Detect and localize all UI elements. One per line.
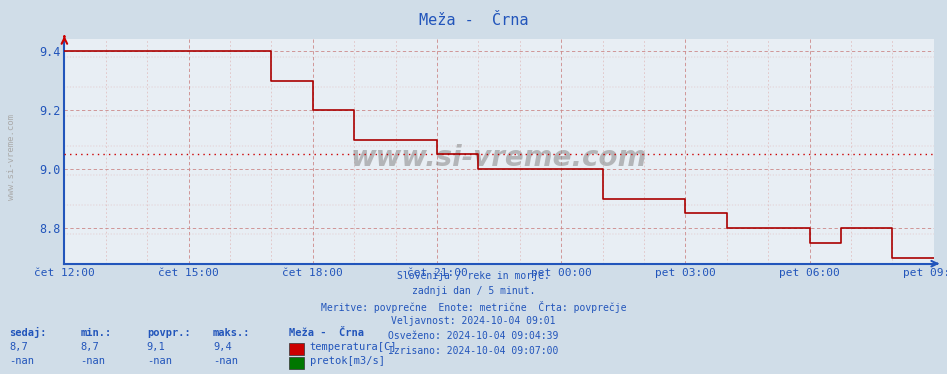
Text: povpr.:: povpr.: xyxy=(147,328,190,338)
Text: 8,7: 8,7 xyxy=(80,342,99,352)
Text: 9,1: 9,1 xyxy=(147,342,166,352)
Text: www.si-vreme.com: www.si-vreme.com xyxy=(7,114,16,200)
Text: temperatura[C]: temperatura[C] xyxy=(310,342,397,352)
Text: Meritve: povprečne  Enote: metrične  Črta: povprečje: Meritve: povprečne Enote: metrične Črta:… xyxy=(321,301,626,313)
Text: 8,7: 8,7 xyxy=(9,342,28,352)
Text: -nan: -nan xyxy=(80,356,105,366)
Text: -nan: -nan xyxy=(213,356,238,366)
Text: Izrisano: 2024-10-04 09:07:00: Izrisano: 2024-10-04 09:07:00 xyxy=(388,346,559,356)
Text: sedaj:: sedaj: xyxy=(9,328,47,338)
Text: maks.:: maks.: xyxy=(213,328,251,338)
Text: Meža -  Črna: Meža - Črna xyxy=(419,13,528,28)
Text: Veljavnost: 2024-10-04 09:01: Veljavnost: 2024-10-04 09:01 xyxy=(391,316,556,326)
Text: Slovenija / reke in morje.: Slovenija / reke in morje. xyxy=(397,271,550,281)
Text: min.:: min.: xyxy=(80,328,112,338)
Text: Osveženo: 2024-10-04 09:04:39: Osveženo: 2024-10-04 09:04:39 xyxy=(388,331,559,341)
Text: Meža -  Črna: Meža - Črna xyxy=(289,328,364,338)
Text: -nan: -nan xyxy=(9,356,34,366)
Text: www.si-vreme.com: www.si-vreme.com xyxy=(350,144,648,172)
Text: pretok[m3/s]: pretok[m3/s] xyxy=(310,356,384,366)
Text: -nan: -nan xyxy=(147,356,171,366)
Text: 9,4: 9,4 xyxy=(213,342,232,352)
Text: zadnji dan / 5 minut.: zadnji dan / 5 minut. xyxy=(412,286,535,296)
